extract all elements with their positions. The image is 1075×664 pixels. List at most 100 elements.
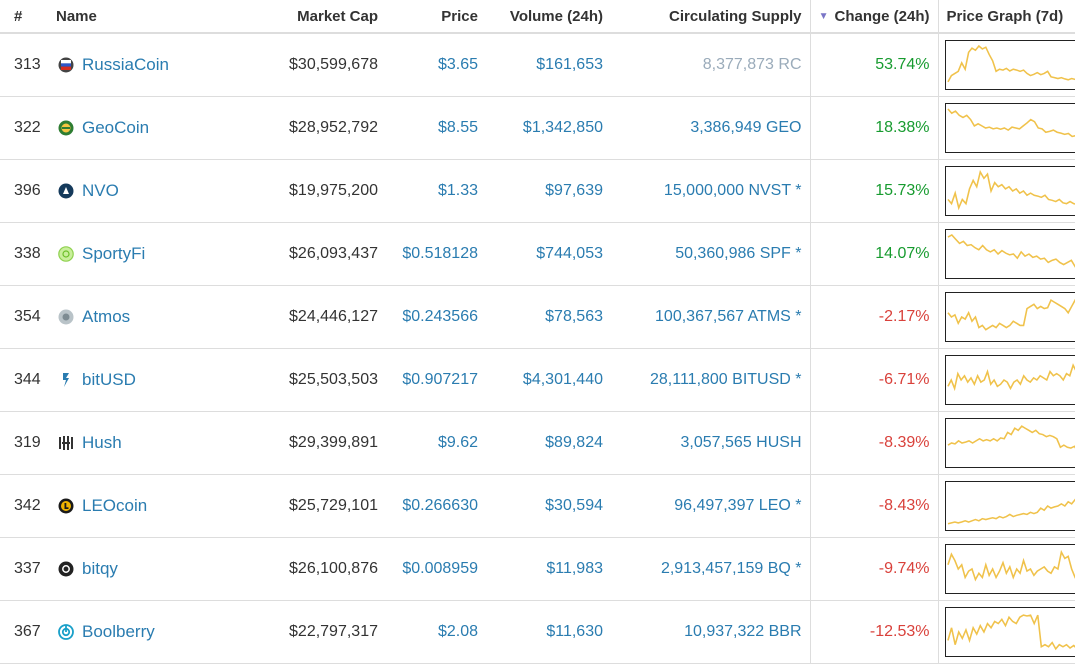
header-volume[interactable]: Volume (24h) bbox=[486, 0, 611, 33]
price-graph-cell[interactable] bbox=[938, 223, 1075, 286]
rank-cell: 354 bbox=[0, 286, 46, 349]
volume-link[interactable]: $744,053 bbox=[486, 223, 611, 286]
table-row[interactable]: 367 Boolberry $22,797,317 $2.08 $11,630 … bbox=[0, 601, 1075, 664]
price-sparkline[interactable] bbox=[945, 607, 1075, 657]
nvo-icon bbox=[58, 183, 74, 199]
name-cell[interactable]: RussiaCoin bbox=[46, 33, 226, 97]
table-row[interactable]: 313 RussiaCoin $30,599,678 $3.65 $161,65… bbox=[0, 33, 1075, 97]
name-cell[interactable]: Atmos bbox=[46, 286, 226, 349]
header-market-cap[interactable]: Market Cap bbox=[226, 0, 386, 33]
header-name[interactable]: Name bbox=[46, 0, 226, 33]
name-cell[interactable]: Hush bbox=[46, 412, 226, 475]
market-cap-cell: $19,975,200 bbox=[226, 160, 386, 223]
coin-name-link[interactable]: bitUSD bbox=[82, 370, 136, 389]
rank-cell: 337 bbox=[0, 538, 46, 601]
sparkline-line bbox=[947, 489, 1075, 524]
name-cell[interactable]: NVO bbox=[46, 160, 226, 223]
price-sparkline[interactable] bbox=[945, 166, 1075, 216]
name-cell[interactable]: bitqy bbox=[46, 538, 226, 601]
circulating-supply-cell: 15,000,000 NVST * bbox=[611, 160, 810, 223]
change-24h-cell: 15.73% bbox=[810, 160, 938, 223]
circulating-supply-cell: 2,913,457,159 BQ * bbox=[611, 538, 810, 601]
volume-link[interactable]: $4,301,440 bbox=[486, 349, 611, 412]
table-row[interactable]: 342 LEOcoin $25,729,101 $0.266630 $30,59… bbox=[0, 475, 1075, 538]
sparkline-line bbox=[947, 109, 1075, 147]
volume-link[interactable]: $11,630 bbox=[486, 601, 611, 664]
price-sparkline[interactable] bbox=[945, 418, 1075, 468]
price-sparkline[interactable] bbox=[945, 103, 1075, 153]
price-graph-cell[interactable] bbox=[938, 349, 1075, 412]
volume-link[interactable]: $78,563 bbox=[486, 286, 611, 349]
volume-link[interactable]: $30,594 bbox=[486, 475, 611, 538]
coin-name-link[interactable]: GeoCoin bbox=[82, 118, 149, 137]
table-row[interactable]: 338 SportyFi $26,093,437 $0.518128 $744,… bbox=[0, 223, 1075, 286]
sort-desc-icon: ▼ bbox=[819, 11, 829, 22]
price-link[interactable]: $0.243566 bbox=[386, 286, 486, 349]
table-row[interactable]: 354 Atmos $24,446,127 $0.243566 $78,563 … bbox=[0, 286, 1075, 349]
price-sparkline[interactable] bbox=[945, 40, 1075, 90]
price-link[interactable]: $2.08 bbox=[386, 601, 486, 664]
market-cap-cell: $22,797,317 bbox=[226, 601, 386, 664]
price-link[interactable]: $0.907217 bbox=[386, 349, 486, 412]
table-row[interactable]: 337 bitqy $26,100,876 $0.008959 $11,983 … bbox=[0, 538, 1075, 601]
name-cell[interactable]: bitUSD bbox=[46, 349, 226, 412]
price-sparkline[interactable] bbox=[945, 229, 1075, 279]
name-cell[interactable]: SportyFi bbox=[46, 223, 226, 286]
market-cap-cell: $28,952,792 bbox=[226, 97, 386, 160]
price-link[interactable]: $0.518128 bbox=[386, 223, 486, 286]
volume-link[interactable]: $161,653 bbox=[486, 33, 611, 97]
change-24h-cell: 53.74% bbox=[810, 33, 938, 97]
price-graph-cell[interactable] bbox=[938, 475, 1075, 538]
geocoin-icon bbox=[58, 120, 74, 136]
header-price-graph: Price Graph (7d) bbox=[938, 0, 1075, 33]
name-cell[interactable]: LEOcoin bbox=[46, 475, 226, 538]
volume-link[interactable]: $11,983 bbox=[486, 538, 611, 601]
table-row[interactable]: 319 Hush $29,399,891 $9.62 $89,824 3,057… bbox=[0, 412, 1075, 475]
coin-name-link[interactable]: Hush bbox=[82, 433, 122, 452]
header-rank[interactable]: # bbox=[0, 0, 46, 33]
price-sparkline[interactable] bbox=[945, 481, 1075, 531]
price-sparkline[interactable] bbox=[945, 292, 1075, 342]
volume-link[interactable]: $97,639 bbox=[486, 160, 611, 223]
price-link[interactable]: $8.55 bbox=[386, 97, 486, 160]
header-circulating-supply[interactable]: Circulating Supply bbox=[611, 0, 810, 33]
name-cell[interactable]: GeoCoin bbox=[46, 97, 226, 160]
rank-cell: 338 bbox=[0, 223, 46, 286]
leocoin-icon bbox=[58, 498, 74, 514]
header-price[interactable]: Price bbox=[386, 0, 486, 33]
coin-name-link[interactable]: Atmos bbox=[82, 307, 130, 326]
market-cap-cell: $30,599,678 bbox=[226, 33, 386, 97]
change-24h-cell: -2.17% bbox=[810, 286, 938, 349]
price-graph-cell[interactable] bbox=[938, 160, 1075, 223]
header-change-sorted[interactable]: ▼Change (24h) bbox=[810, 0, 938, 33]
name-cell[interactable]: Boolberry bbox=[46, 601, 226, 664]
coin-name-link[interactable]: RussiaCoin bbox=[82, 55, 169, 74]
table-row[interactable]: 396 NVO $19,975,200 $1.33 $97,639 15,000… bbox=[0, 160, 1075, 223]
market-cap-cell: $26,100,876 bbox=[226, 538, 386, 601]
price-sparkline[interactable] bbox=[945, 544, 1075, 594]
coin-name-link[interactable]: SportyFi bbox=[82, 244, 145, 263]
price-graph-cell[interactable] bbox=[938, 286, 1075, 349]
price-link[interactable]: $0.008959 bbox=[386, 538, 486, 601]
coin-name-link[interactable]: LEOcoin bbox=[82, 496, 147, 515]
sportyfi-icon bbox=[58, 246, 74, 262]
price-graph-cell[interactable] bbox=[938, 33, 1075, 97]
table-row[interactable]: 322 GeoCoin $28,952,792 $8.55 $1,342,850… bbox=[0, 97, 1075, 160]
volume-link[interactable]: $89,824 bbox=[486, 412, 611, 475]
price-graph-cell[interactable] bbox=[938, 412, 1075, 475]
coin-name-link[interactable]: Boolberry bbox=[82, 622, 155, 641]
volume-link[interactable]: $1,342,850 bbox=[486, 97, 611, 160]
coin-name-link[interactable]: NVO bbox=[82, 181, 119, 200]
coin-name-link[interactable]: bitqy bbox=[82, 559, 118, 578]
price-graph-cell[interactable] bbox=[938, 601, 1075, 664]
price-graph-cell[interactable] bbox=[938, 538, 1075, 601]
sparkline-line bbox=[947, 300, 1075, 334]
price-graph-cell[interactable] bbox=[938, 97, 1075, 160]
price-link[interactable]: $9.62 bbox=[386, 412, 486, 475]
price-link[interactable]: $0.266630 bbox=[386, 475, 486, 538]
price-sparkline[interactable] bbox=[945, 355, 1075, 405]
price-link[interactable]: $3.65 bbox=[386, 33, 486, 97]
price-link[interactable]: $1.33 bbox=[386, 160, 486, 223]
table-row[interactable]: 344 bitUSD $25,503,503 $0.907217 $4,301,… bbox=[0, 349, 1075, 412]
table-header: # Name Market Cap Price Volume (24h) Cir… bbox=[0, 0, 1075, 33]
